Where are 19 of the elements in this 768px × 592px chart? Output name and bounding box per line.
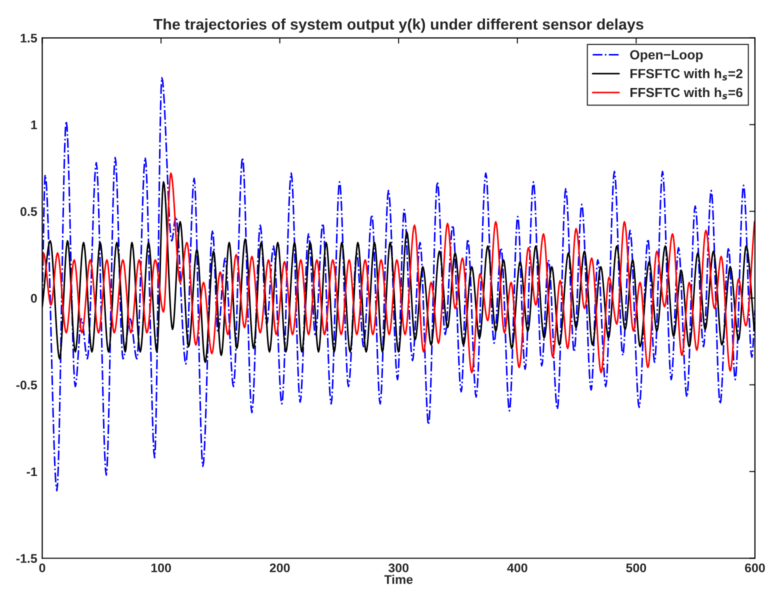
x-tick-label: 600: [744, 563, 765, 572]
x-axis-title: Time: [384, 574, 413, 584]
x-tick-label: 400: [507, 563, 528, 572]
y-tick-label: -1.5: [16, 554, 38, 563]
y-tick-label: 0: [30, 294, 37, 303]
y-tick-label: 1: [31, 120, 38, 130]
chart-title: The trajectories of system output y(k) under different sensor delays: [153, 18, 644, 33]
x-tick-label: 500: [626, 563, 646, 572]
y-tick-label: -1: [26, 467, 38, 476]
legend-label: Open−Loop: [630, 50, 703, 62]
legend-label: FFSFTC with h$_{s}$=2: [630, 68, 742, 80]
y-tick-label: 0.5: [20, 207, 38, 216]
y-tick-label: -0.5: [16, 380, 38, 390]
legend-label: FFSFTC with h$_{s}$=6: [630, 87, 742, 100]
y-tick-label: 1.5: [20, 34, 38, 43]
x-tick-label: 200: [270, 563, 290, 572]
x-tick-label: 0: [39, 563, 46, 572]
x-tick-label: 100: [151, 563, 171, 572]
x-tick-label: 300: [388, 563, 409, 572]
